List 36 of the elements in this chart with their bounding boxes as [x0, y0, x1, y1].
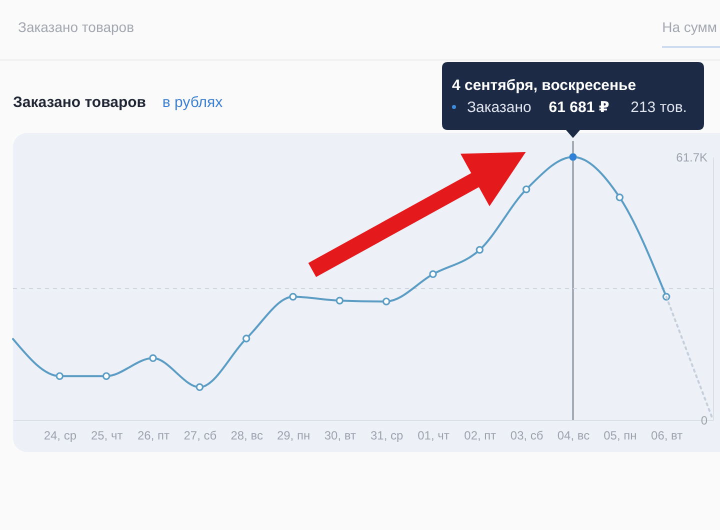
- point: [102, 372, 110, 380]
- point: [289, 292, 297, 301]
- text: 4 сентября, воскресенье: [452, 77, 636, 94]
- text: Заказано: [467, 99, 532, 116]
- x-tick-label: 05, пн: [604, 428, 637, 442]
- x-tick-label: 28, вс: [230, 428, 263, 442]
- text: Заказано товаров: [18, 19, 134, 35]
- text: в рублях: [162, 94, 224, 111]
- point: [522, 185, 530, 194]
- x-tick-label: 02, пт: [464, 428, 497, 442]
- x-tick-label: 25, чт: [90, 428, 124, 442]
- x-tick-label: 27, сб: [184, 428, 217, 442]
- point: [616, 194, 624, 202]
- point: [149, 354, 157, 362]
- chart-title: Заказано товаров: [13, 94, 146, 111]
- point: [242, 334, 250, 342]
- point: [429, 270, 437, 278]
- x-tick-label: 30, вт: [324, 428, 356, 442]
- point: [56, 372, 64, 380]
- y-tick-label: 61.7K: [676, 150, 708, 164]
- y-tick-label: 0: [700, 414, 708, 428]
- x-tick-label: 26, пт: [137, 428, 170, 442]
- point: [476, 246, 484, 254]
- x-tick-label: 31, ср: [370, 428, 404, 442]
- x-tick-label: 24, ср: [44, 428, 77, 442]
- point: [336, 296, 344, 304]
- text: На сумм: [662, 19, 717, 35]
- x-tick-label: 01, чт: [418, 428, 450, 442]
- x-tick-label: 06, вт: [651, 428, 684, 442]
- x-tick-label: 29, пн: [276, 428, 310, 442]
- x-tick-label: 04, вс: [557, 428, 590, 442]
- text: 61 681 ₽: [548, 99, 610, 116]
- point: [382, 298, 390, 306]
- x-tick-label: 03, сб: [510, 428, 544, 442]
- point: [196, 383, 204, 392]
- text: 213 тов.: [630, 99, 687, 116]
